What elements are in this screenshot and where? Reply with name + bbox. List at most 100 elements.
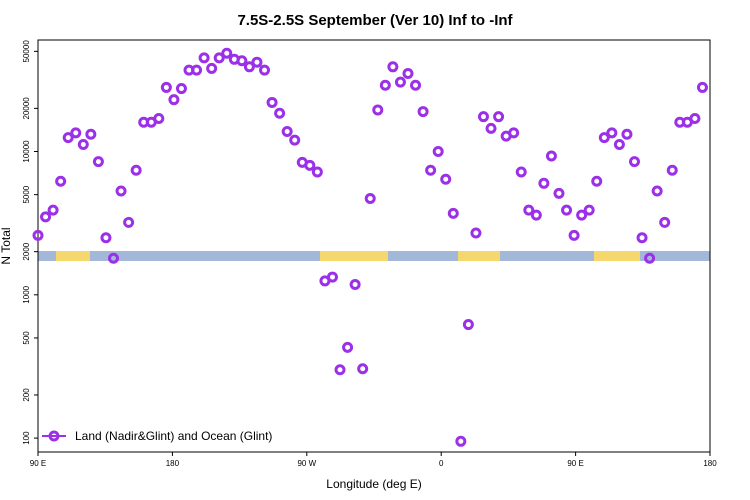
data-point bbox=[636, 232, 648, 244]
data-point bbox=[349, 279, 361, 291]
data-point bbox=[515, 166, 527, 178]
data-point bbox=[417, 106, 429, 118]
y-tick-label: 1000 bbox=[22, 285, 31, 303]
y-tick-label: 50000 bbox=[22, 40, 31, 63]
surface-band bbox=[38, 251, 710, 261]
data-point bbox=[462, 319, 474, 331]
data-point bbox=[493, 111, 505, 123]
data-point bbox=[470, 227, 482, 239]
data-point bbox=[326, 271, 338, 283]
y-tick-label: 500 bbox=[22, 331, 31, 345]
data-point bbox=[644, 252, 656, 264]
data-point bbox=[32, 229, 44, 241]
data-point bbox=[379, 79, 391, 91]
data-point bbox=[455, 435, 467, 447]
data-point bbox=[477, 111, 489, 123]
data-point bbox=[266, 96, 278, 108]
data-point bbox=[666, 164, 678, 176]
y-tick-label: 200 bbox=[22, 388, 31, 402]
data-point bbox=[221, 47, 233, 59]
x-axis-label: Longitude (deg E) bbox=[326, 477, 421, 491]
data-point bbox=[530, 209, 542, 221]
data-point bbox=[191, 64, 203, 76]
x-tick-label: 180 bbox=[703, 459, 717, 468]
data-point bbox=[394, 76, 406, 88]
data-point bbox=[175, 83, 187, 95]
data-point bbox=[508, 127, 520, 139]
data-point bbox=[251, 56, 263, 68]
data-point bbox=[696, 81, 708, 93]
data-point bbox=[402, 68, 414, 80]
data-point bbox=[115, 185, 127, 197]
data-point bbox=[123, 216, 135, 228]
x-tick-label: 90 W bbox=[297, 459, 316, 468]
data-point bbox=[523, 204, 535, 216]
y-axis: 100 200 500 1000 2000 5000 10000 20000 50000 bbox=[22, 40, 38, 445]
data-point bbox=[40, 211, 52, 223]
data-point bbox=[198, 52, 210, 64]
x-tick-label: 90 E bbox=[30, 459, 46, 468]
data-point bbox=[598, 132, 610, 144]
data-point bbox=[545, 150, 557, 162]
land-segment bbox=[594, 251, 640, 261]
data-point bbox=[70, 127, 82, 139]
data-point bbox=[334, 364, 346, 376]
data-point bbox=[243, 61, 255, 73]
data-point bbox=[576, 209, 588, 221]
data-point bbox=[613, 138, 625, 150]
data-point bbox=[259, 64, 271, 76]
x-axis: 90 E 180 90 W 0 90 E 180 bbox=[30, 452, 717, 468]
data-point bbox=[274, 107, 286, 119]
land-segment bbox=[56, 251, 90, 261]
data-point bbox=[689, 112, 701, 124]
data-point bbox=[553, 187, 565, 199]
data-point bbox=[236, 55, 248, 67]
data-point bbox=[651, 185, 663, 197]
data-point bbox=[160, 81, 172, 93]
data-point bbox=[621, 128, 633, 140]
y-tick-label: 20000 bbox=[22, 97, 31, 120]
data-point bbox=[47, 204, 59, 216]
data-point bbox=[85, 128, 97, 140]
y-tick-label: 10000 bbox=[22, 140, 31, 163]
data-point bbox=[447, 207, 459, 219]
data-point bbox=[100, 232, 112, 244]
land-segment bbox=[320, 251, 388, 261]
y-tick-label: 2000 bbox=[22, 242, 31, 260]
legend: Land (Nadir&Glint) and Ocean (Glint) bbox=[42, 429, 272, 443]
legend-label: Land (Nadir&Glint) and Ocean (Glint) bbox=[75, 429, 272, 443]
x-tick-label: 180 bbox=[166, 459, 180, 468]
data-point bbox=[485, 122, 497, 134]
data-point bbox=[606, 127, 618, 139]
data-point bbox=[342, 341, 354, 353]
chart-title: 7.5S-2.5S September (Ver 10) Inf to -Inf bbox=[237, 12, 513, 29]
x-tick-label: 90 E bbox=[567, 459, 583, 468]
y-tick-label: 5000 bbox=[22, 185, 31, 203]
plot-frame bbox=[37, 39, 711, 453]
data-point bbox=[62, 132, 74, 144]
data-point bbox=[153, 112, 165, 124]
data-point bbox=[304, 159, 316, 171]
data-point bbox=[659, 216, 671, 228]
y-axis-label: N Total bbox=[0, 227, 13, 264]
data-point bbox=[440, 173, 452, 185]
data-point bbox=[628, 156, 640, 168]
data-point bbox=[387, 61, 399, 73]
data-points bbox=[32, 47, 708, 447]
data-point bbox=[213, 52, 225, 64]
data-point bbox=[77, 138, 89, 150]
legend-marker bbox=[48, 430, 60, 442]
data-point bbox=[364, 192, 376, 204]
data-point bbox=[55, 175, 67, 187]
data-point bbox=[372, 104, 384, 116]
data-point bbox=[130, 164, 142, 176]
data-point bbox=[410, 79, 422, 91]
land-segment bbox=[458, 251, 500, 261]
x-tick-label: 0 bbox=[439, 459, 444, 468]
data-point bbox=[289, 134, 301, 146]
data-point bbox=[357, 363, 369, 375]
data-point bbox=[206, 62, 218, 74]
data-point bbox=[432, 146, 444, 158]
y-tick-label: 100 bbox=[22, 431, 31, 445]
